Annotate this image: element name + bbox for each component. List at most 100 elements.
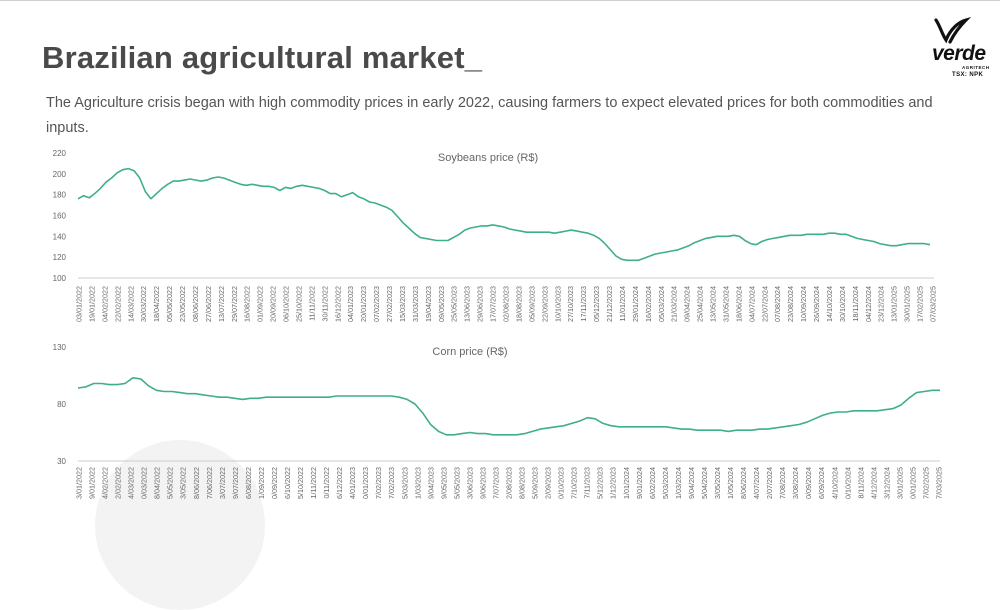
x-tick-label: 18/08/2023 — [514, 286, 523, 322]
soybeans-price-chart: Soybeans price (R$) 100 120 140 160 180 200 22… — [53, 149, 938, 322]
x-tick-label: 27/02/2023 — [387, 467, 396, 499]
y-tick-label: 80 — [57, 400, 66, 409]
x-tick-label: 09/05/2023 — [439, 467, 448, 499]
x-tick-label: 03/01/2022 — [75, 286, 84, 322]
y-tick-label: 160 — [53, 212, 67, 221]
y-tick-label: 30 — [57, 457, 66, 466]
x-tick-label: 16/08/2022 — [243, 286, 252, 322]
x-tick-label: 25/04/2024 — [696, 286, 705, 322]
y-tick-label: 200 — [53, 170, 67, 179]
x-tick-label: 20/01/2023 — [359, 286, 368, 322]
page-subtitle: The Agriculture crisis began with high c… — [46, 95, 933, 136]
x-tick-label: 09/04/2024 — [683, 286, 692, 322]
x-tick-label: 27/06/2022 — [204, 286, 213, 322]
y-tick-label: 180 — [53, 191, 67, 200]
x-tick-label: 13/01/2025 — [890, 286, 899, 322]
x-tick-label: 23/12/2024 — [877, 286, 886, 322]
verde-leaf-logo-icon — [934, 17, 972, 44]
x-tick-label: 01/09/2022 — [257, 467, 266, 499]
x-tick-label: 10/10/2023 — [557, 467, 566, 499]
x-tick-label: 02/08/2023 — [502, 286, 511, 322]
x-tick-label: 10/09/2024 — [799, 286, 808, 322]
x-tick-label: 25/10/2022 — [296, 467, 305, 499]
x-tick-label: 09/05/2023 — [437, 286, 446, 322]
x-tick-label: 05/12/2023 — [596, 467, 605, 499]
x-tick-label: 05/12/2023 — [592, 286, 601, 322]
x-tick-label: 04/07/2024 — [747, 286, 756, 322]
y-tick-label: 220 — [53, 149, 67, 158]
x-tick-label: 01/09/2022 — [256, 286, 265, 322]
x-tick-label: 05/03/2024 — [657, 286, 666, 322]
x-tick-label: 29/06/2023 — [478, 467, 487, 499]
x-tick-label: 18/11/2024 — [851, 286, 860, 321]
x-tick-label: 29/07/2022 — [231, 467, 240, 499]
x-tick-label: 04/01/2023 — [348, 467, 357, 499]
x-tick-label: 16/08/2022 — [244, 467, 253, 499]
x-tick-label: 17/02/2025 — [921, 467, 930, 499]
x-tick-label: 05/03/2024 — [661, 467, 670, 499]
x-tick-label: 29/06/2023 — [476, 286, 485, 322]
x-tick-label: 14/10/2024 — [825, 286, 834, 322]
x-tick-label: 04/07/2024 — [752, 467, 761, 499]
x-tick-label: 27/10/2023 — [566, 286, 575, 322]
x-tick-label: 31/03/2023 — [411, 286, 420, 322]
y-tick-label: 100 — [53, 274, 67, 283]
x-tick-label: 17/11/2023 — [583, 467, 592, 499]
x-tick-label: 22/09/2023 — [544, 467, 553, 499]
top-divider — [0, 0, 1000, 1]
x-tick-label: 16/02/2024 — [644, 286, 653, 322]
x-tick-label: 11/11/2022 — [309, 467, 318, 499]
x-tick-label: 29/01/2024 — [631, 286, 640, 322]
logo-ticker: TSX: NPK — [952, 72, 984, 78]
x-tick-label: 29/07/2022 — [230, 286, 239, 322]
x-tick-label: 22/09/2023 — [540, 286, 549, 322]
corn-price-chart: Corn price (R$) 30 80 130 03/01/2022 19/01/2… — [53, 343, 944, 499]
logo-wordmark: verde — [932, 42, 986, 65]
x-tick-label: 30/11/2022 — [320, 286, 329, 321]
x-tick-label: 07/03/2025 — [935, 467, 944, 499]
x-tick-label: 04/02/2022 — [101, 467, 110, 499]
x-tick-label: 11/01/2024 — [618, 286, 627, 321]
page-title: Brazilian agricultural market_ — [42, 40, 483, 75]
x-tick-label: 05/09/2023 — [531, 467, 540, 499]
x-tick-label: 21/03/2024 — [670, 286, 679, 322]
x-tick-label: 20/09/2022 — [269, 286, 278, 322]
x-tick-label: 04/12/2024 — [869, 467, 878, 499]
chart-title: Corn price (R$) — [432, 346, 507, 358]
x-tick-label: 15/03/2023 — [398, 286, 407, 322]
x-tick-label: 31/05/2024 — [726, 467, 735, 499]
x-tick-label: 22/07/2024 — [760, 286, 769, 322]
x-tick-label: 26/09/2024 — [812, 286, 821, 322]
x-tick-label: 07/08/2024 — [773, 286, 782, 322]
x-tick-label: 10/09/2024 — [804, 467, 813, 499]
x-tick-label: 22/07/2024 — [765, 467, 774, 499]
x-tick-label: 13/01/2025 — [895, 467, 904, 499]
series-line — [77, 377, 940, 436]
x-tick-label: 10/10/2023 — [553, 286, 562, 322]
x-tick-label: 08/06/2022 — [191, 286, 200, 322]
logo-subtitle: AGRITECH — [962, 65, 990, 70]
x-tick-label: 23/05/2022 — [178, 286, 187, 322]
x-tick-label: 06/10/2022 — [282, 286, 291, 322]
series-line — [77, 167, 931, 262]
x-tick-label: 30/10/2024 — [838, 286, 847, 322]
x-tick-label: 17/07/2023 — [491, 467, 500, 499]
x-tick-label: 19/01/2022 — [87, 286, 96, 322]
x-tick-label: 25/04/2024 — [700, 467, 709, 499]
x-tick-label: 05/05/2022 — [165, 286, 174, 322]
x-tick-label: 18/04/2022 — [152, 286, 161, 322]
x-tick-label: 25/10/2022 — [294, 286, 303, 322]
x-tick-label: 16/12/2022 — [333, 286, 342, 322]
x-tick-label: 31/05/2024 — [721, 286, 730, 322]
x-tick-label: 27/02/2023 — [385, 286, 394, 322]
x-tick-label: 17/07/2023 — [489, 286, 498, 322]
x-tick-label: 26/09/2024 — [817, 467, 826, 499]
x-tick-label: 29/01/2024 — [635, 467, 644, 499]
x-tick-label: 11/11/2022 — [307, 286, 316, 321]
x-tick-label: 07/02/2023 — [372, 286, 381, 322]
x-tick-label: 17/11/2023 — [579, 286, 588, 321]
x-tick-label: 13/07/2022 — [218, 467, 227, 499]
x-tick-label: 19/04/2023 — [426, 467, 435, 499]
x-tick-label: 21/12/2023 — [609, 467, 618, 499]
x-tick-label: 20/01/2023 — [361, 467, 370, 499]
